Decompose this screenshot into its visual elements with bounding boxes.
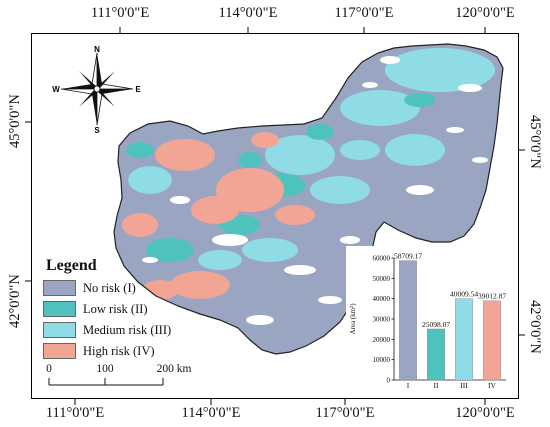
legend-title: Legend: [46, 257, 97, 274]
lon-label-top: 117°0'0"E: [334, 5, 394, 21]
x-tick-label: IV: [488, 381, 496, 390]
y-tick-label: 50000: [373, 275, 391, 283]
lon-label-bottom: 120°0'0"E: [455, 405, 515, 421]
map-frame: [31, 33, 519, 399]
scale-bar-label: 100: [96, 363, 114, 375]
scale-bar-label: 0: [46, 363, 52, 375]
lon-label-bottom: 111°0'0"E: [45, 405, 105, 421]
legend: Legend No risk (I) Low risk (II) Medium …: [43, 257, 193, 362]
x-tick-label: II: [434, 381, 439, 390]
legend-label: No risk (I): [83, 280, 136, 295]
lon-label-bottom: 114°0'0"E: [181, 405, 241, 421]
legend-label: Low risk (II): [83, 301, 148, 316]
legend-item: No risk (I): [43, 278, 193, 298]
legend-item: Low risk (II): [43, 299, 193, 319]
legend-item: Medium risk (III): [43, 320, 193, 340]
compass-e: E: [135, 85, 141, 94]
area-bar-chart: 0 10000 20000 30000 40000 50000 60000 Area (km²…: [346, 246, 510, 391]
x-tick-label: I: [407, 381, 410, 390]
chart-canvas: 0 10000 20000 30000 40000 50000 60000 Area (km²…: [349, 252, 506, 390]
bar: [399, 260, 417, 381]
y-tick-label: 10000: [373, 356, 391, 364]
legend-swatch: [43, 343, 76, 359]
bar-value-label: 39012.87: [478, 292, 506, 301]
legend-swatch: [43, 301, 76, 317]
y-tick-label: 30000: [373, 316, 391, 324]
y-axis-label: Area (km²): [349, 303, 357, 335]
bar-value-label: 58709.17: [394, 252, 422, 261]
bar: [455, 298, 473, 381]
legend-label: High risk (IV): [83, 343, 155, 358]
bar: [427, 328, 445, 381]
bar-value-label: 25098.07: [422, 320, 450, 329]
y-tick-label: 40000: [373, 295, 391, 303]
y-tick-label: 20000: [373, 336, 391, 344]
legend-item: High risk (IV): [43, 341, 193, 361]
compass-w: W: [52, 85, 60, 94]
legend-label: Medium risk (III): [83, 322, 172, 337]
y-tick-label: 60000: [373, 255, 391, 263]
scale-bar-label: 200 km: [156, 363, 192, 375]
legend-swatch: [43, 322, 76, 338]
legend-swatch: [43, 280, 76, 296]
scale-bar: 0 100 200 km: [46, 363, 196, 389]
bar-value-label: 40009.54: [450, 290, 478, 299]
lon-label-top: 120°0'0"E: [455, 5, 515, 21]
lon-label-top: 114°0'0"E: [218, 5, 278, 21]
compass-s: S: [94, 126, 100, 134]
y-tick-label: 0: [387, 377, 391, 385]
scale-bar-line: [48, 378, 164, 386]
compass-n: N: [94, 45, 100, 54]
north-arrow-compass: N S E W: [52, 45, 141, 134]
x-tick-label: III: [460, 381, 468, 390]
lon-label-top: 111°0'0"E: [90, 5, 150, 21]
bar: [483, 300, 501, 381]
lon-label-bottom: 117°0'0"E: [315, 405, 375, 421]
